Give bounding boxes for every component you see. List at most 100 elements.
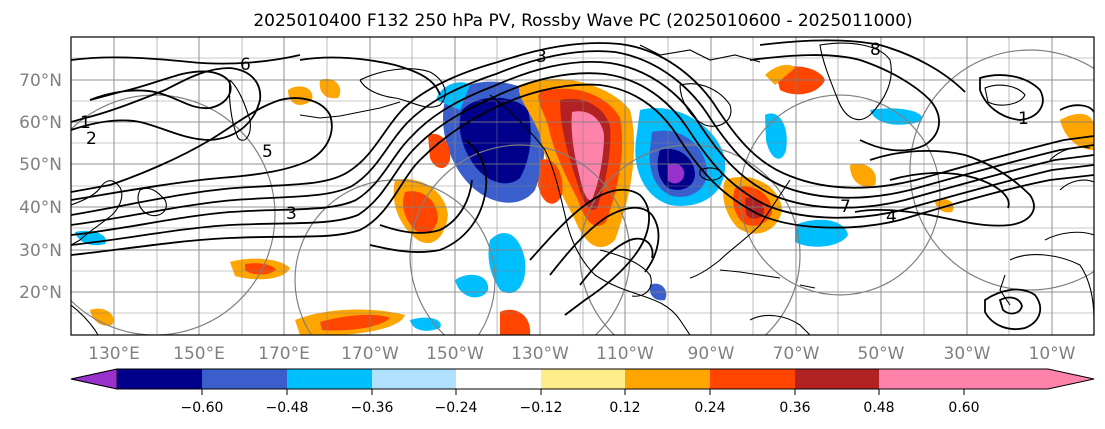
- lon-label: 70°W: [773, 344, 820, 364]
- coast-arctic-islands: [639, 44, 761, 63]
- coast-greenland: [819, 42, 892, 120]
- colorbar-segment: [456, 369, 541, 389]
- colorbar-tick-label: −0.24: [435, 400, 478, 416]
- neg-anomaly-north-atlantic: [870, 108, 922, 125]
- pv-contour-20: [984, 288, 1042, 330]
- pos-anomaly-aleutian: [428, 133, 451, 169]
- circle-3: [409, 144, 631, 335]
- circle-1: [71, 94, 276, 335]
- pv-contour-3: [71, 60, 1094, 236]
- colorbar-extend-min: [70, 368, 118, 390]
- colorbar-segment: [541, 369, 625, 389]
- circle-2: [294, 179, 496, 335]
- lon-label: 10°W: [1029, 344, 1076, 364]
- lon-label: 170°W: [341, 344, 399, 364]
- pos-anomaly-subtropical-a-inner: [245, 263, 276, 275]
- lon-label: 150°W: [426, 344, 484, 364]
- contour-label: 3: [286, 204, 297, 224]
- pos-anomaly-newfoundland: [850, 163, 876, 187]
- contour-label: 2: [86, 129, 97, 149]
- pos-anomaly-alaska-ridge-pink: [571, 111, 604, 201]
- coast-aleutians: [299, 101, 401, 119]
- pos-anomaly-east-coast-core: [745, 197, 765, 219]
- pos-anomaly-bering-2: [319, 78, 341, 99]
- coast-na-east: [689, 179, 791, 279]
- lat-label: 20°N: [19, 283, 62, 303]
- neg-anomaly-gulf-of-alaska-core: [459, 97, 531, 184]
- colorbar-segment: [202, 369, 287, 389]
- graticule: [71, 37, 1094, 335]
- contour-label: 7: [840, 197, 851, 217]
- pv-contour-5: [71, 42, 1094, 216]
- colorbar-ticks: [201, 389, 965, 395]
- pv-contour-8: [89, 70, 232, 109]
- neg-anomaly-core-purple: [668, 163, 685, 184]
- pv-contour-16: [749, 54, 940, 152]
- colorbar-segment: [795, 369, 879, 389]
- pv-contour-22: [979, 74, 1044, 121]
- lon-axis: 130°E 150°E 170°E 170°W 150°W 130°W 110°…: [88, 344, 1076, 364]
- colorbar-tick-label: −0.36: [351, 400, 394, 416]
- contour-labels: 1 2 3 5 6 7 8 4 1 3: [80, 40, 1029, 227]
- pos-anomaly-europe: [1060, 113, 1094, 150]
- colorbar-segment: [625, 369, 710, 389]
- contour-label: 3: [536, 47, 547, 67]
- pos-anomaly-subtropical-b-inner: [320, 314, 390, 331]
- pv-contours: [71, 39, 1094, 330]
- coast-southeast-asia: [71, 304, 99, 335]
- contour-label: 1: [1018, 109, 1029, 129]
- pv-contour-13: [579, 237, 654, 286]
- colorbar-segment: [710, 369, 795, 389]
- colorbar: −0.60 −0.48 −0.36 −0.24 −0.12 0.12 0.24 …: [70, 368, 1095, 416]
- pv-contour-9: [299, 56, 441, 96]
- pv-contour-12: [549, 206, 660, 276]
- pv-contour-10: [71, 54, 301, 65]
- lon-label: 130°E: [88, 344, 140, 364]
- lat-axis: 70°N 60°N 50°N 40°N 30°N 20°N: [19, 71, 62, 303]
- colorbar-segment: [287, 369, 372, 389]
- colorbar-segment: [117, 369, 202, 389]
- colorbar-tick-label: 0.60: [948, 400, 979, 416]
- pv-contour-4: [71, 50, 1094, 226]
- map-frame: [70, 36, 1095, 336]
- contour-label: 5: [262, 142, 273, 162]
- colorbar-tick-label: −0.48: [266, 400, 309, 416]
- coast-east-asia: [71, 180, 123, 246]
- map-title: 2025010400 F132 250 hPa PV, Rossby Wave …: [253, 11, 912, 31]
- pv-contour-23: [1059, 104, 1094, 113]
- pv-contour-11: [529, 188, 650, 316]
- contour-label: 4: [886, 207, 897, 227]
- colorbar-tick-label: −0.60: [181, 400, 224, 416]
- pos-anomaly-pacific-nw: [538, 159, 563, 204]
- colorbar-segment: [372, 369, 456, 389]
- lon-label: 130°W: [511, 344, 569, 364]
- lon-label: 50°W: [858, 344, 905, 364]
- circle-6: [909, 49, 1094, 291]
- lon-label: 110°W: [596, 344, 654, 364]
- coast-caribbean: [719, 269, 816, 289]
- pos-anomaly-bering: [288, 86, 313, 105]
- colorbar-segment: [879, 369, 964, 389]
- coast-great-lakes: [699, 167, 723, 181]
- lat-label: 30°N: [19, 241, 62, 261]
- neg-anomaly-hawaii: [410, 317, 441, 331]
- pv-contour-2: [71, 72, 1094, 246]
- coast-kamchatka: [228, 79, 251, 141]
- pv-contour-1: [71, 83, 1094, 256]
- pv-contour-19: [889, 172, 1010, 209]
- lat-label: 70°N: [19, 71, 62, 91]
- colorbar-tick-label: 0.12: [609, 400, 640, 416]
- coast-japan: [137, 187, 167, 217]
- lon-label: 90°W: [688, 344, 735, 364]
- pv-contour-15: [379, 179, 473, 234]
- lat-label: 60°N: [19, 113, 62, 133]
- pv-contour-17: [759, 39, 966, 93]
- contour-label: 1: [80, 113, 91, 133]
- circle-5: [739, 94, 941, 296]
- contour-label: 6: [240, 55, 251, 75]
- colorbar-outline: [70, 368, 1095, 390]
- colorbar-extend-max: [964, 369, 1094, 389]
- pv-contour-21: [998, 296, 1023, 315]
- lon-label: 170°E: [258, 344, 310, 364]
- map-panel: 1 2 3 5 6 7 8 4 1 3: [70, 36, 1095, 336]
